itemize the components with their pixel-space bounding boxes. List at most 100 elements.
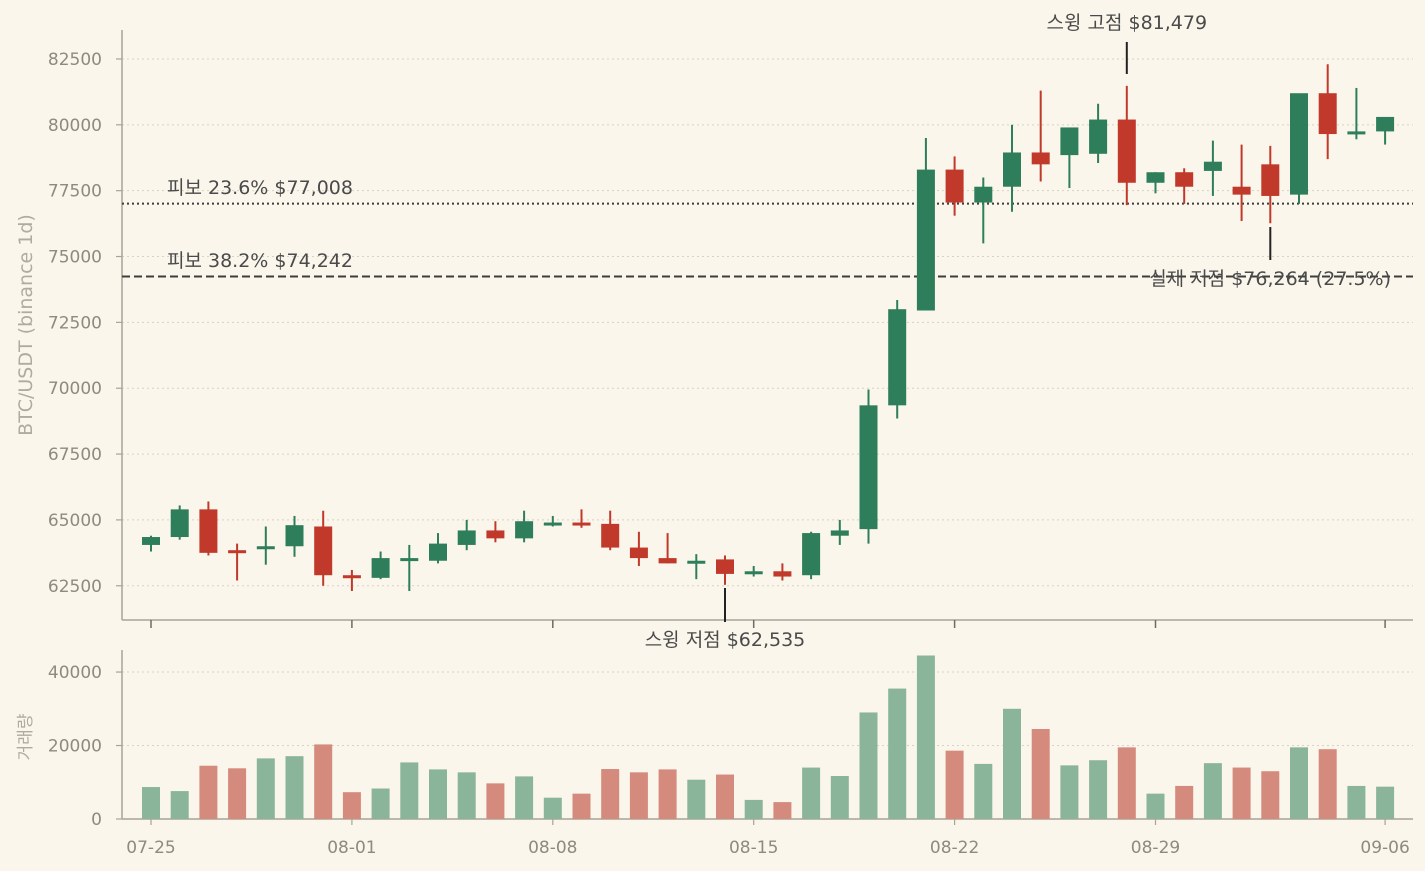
volume-bar (1318, 749, 1337, 819)
price-tick-label: 65000 (48, 511, 102, 531)
candle-body (1003, 152, 1021, 187)
volume-bar (371, 788, 390, 819)
volume-bar (1232, 767, 1251, 819)
candle-body (228, 550, 247, 554)
candle-body (601, 523, 620, 548)
candle-body (830, 530, 849, 536)
x-tick-label: 08-08 (528, 838, 577, 858)
candlestick-series (142, 64, 1395, 592)
volume-tick-label: 40000 (48, 663, 102, 683)
volume-bar (945, 750, 964, 819)
candle-body (572, 522, 591, 526)
volume-bar (687, 779, 706, 819)
candle-body (945, 169, 964, 203)
price-tick-label: 77500 (48, 182, 102, 202)
volume-bar (916, 655, 935, 819)
candle-body (1347, 131, 1366, 135)
volume-bar (142, 787, 160, 819)
volume-bar (802, 767, 821, 819)
volume-bar (342, 792, 361, 819)
candle-body (687, 560, 706, 564)
swing-low-label: 스윙 저점 $62,535 (645, 629, 806, 651)
x-tick-label: 08-01 (327, 838, 376, 858)
price-tick-label: 80000 (48, 116, 102, 136)
candle-body (773, 571, 792, 577)
price-gridlines (122, 58, 1413, 587)
candle-body (916, 169, 935, 311)
candle-body (170, 509, 189, 538)
volume-bar (1031, 728, 1050, 819)
volume-bar (1117, 747, 1136, 819)
volume-bar (888, 688, 907, 819)
fib-382-label: 피보 38.2% $74,242 (167, 250, 353, 272)
volume-bar (572, 793, 591, 819)
price-tick-label: 70000 (48, 379, 102, 399)
candle-body (256, 546, 275, 550)
price-tick-label: 82500 (48, 50, 102, 70)
fibonacci-lines (122, 202, 1413, 278)
volume-bar (716, 774, 734, 819)
volume-bar (515, 776, 534, 819)
axes (116, 30, 1413, 825)
volume-bar (256, 758, 275, 819)
candle-body (429, 543, 447, 561)
volume-bar (744, 799, 763, 819)
candle-body (342, 575, 361, 579)
annotation-markers (724, 42, 1272, 622)
candle-body (1146, 172, 1165, 183)
volume-bar (1261, 771, 1280, 819)
volume-bar (543, 797, 562, 819)
volume-bar (457, 772, 476, 819)
candle-body (629, 547, 648, 559)
volume-bar (1146, 793, 1165, 819)
volume-bar (1175, 785, 1194, 819)
volume-bar (170, 791, 189, 819)
tick-labels: 62500 65000 67500 70000 72500 75000 77500 80000… (48, 50, 1410, 858)
volume-bar (429, 769, 447, 819)
volume-bar (859, 712, 878, 819)
volume-bar (285, 756, 304, 819)
price-tick-label: 62500 (48, 577, 102, 597)
candle-body (658, 558, 677, 564)
fib-236-label: 피보 23.6% $77,008 (167, 177, 353, 199)
volume-bar (1003, 708, 1021, 819)
volume-bar (1376, 786, 1395, 819)
candle-body (744, 571, 763, 575)
candle-body (1376, 116, 1395, 132)
volume-gridlines (122, 671, 1413, 747)
candle-body (974, 186, 993, 203)
volume-bar (830, 776, 849, 819)
candle-body (142, 537, 160, 545)
x-tick-label: 08-29 (1131, 838, 1180, 858)
price-tick-label: 67500 (48, 445, 102, 465)
volume-tick-label: 20000 (48, 737, 102, 757)
candle-body (716, 559, 734, 574)
x-tick-label: 09-06 (1360, 838, 1409, 858)
candle-body (515, 521, 534, 539)
candle-body (486, 530, 505, 539)
candle-body (543, 522, 562, 526)
candle-body (1318, 93, 1337, 135)
volume-bar (400, 762, 419, 819)
candle-body (199, 509, 218, 553)
candle-body (1089, 119, 1108, 154)
candle-body (400, 558, 419, 562)
volume-bar (773, 802, 792, 819)
volume-bar (629, 772, 648, 819)
price-axis-title: BTC/USDT (binance 1d) (15, 214, 37, 436)
candle-body (314, 526, 333, 576)
volume-bar (1089, 760, 1108, 819)
volume-bar (314, 744, 333, 819)
swing-high-label: 스윙 고점 $81,479 (1047, 12, 1208, 34)
candle-body (1117, 119, 1136, 183)
candle-body (1261, 164, 1280, 196)
volume-bar (1060, 765, 1079, 819)
volume-bar (601, 769, 620, 819)
candle-body (1290, 93, 1308, 195)
candle-body (888, 309, 907, 406)
actual-low-label: 실제 저점 $76,264 (27.5%) (1149, 268, 1391, 290)
x-tick-label: 07-25 (126, 838, 175, 858)
volume-bar (199, 765, 218, 819)
volume-bar (486, 783, 505, 819)
candle-body (371, 558, 390, 578)
